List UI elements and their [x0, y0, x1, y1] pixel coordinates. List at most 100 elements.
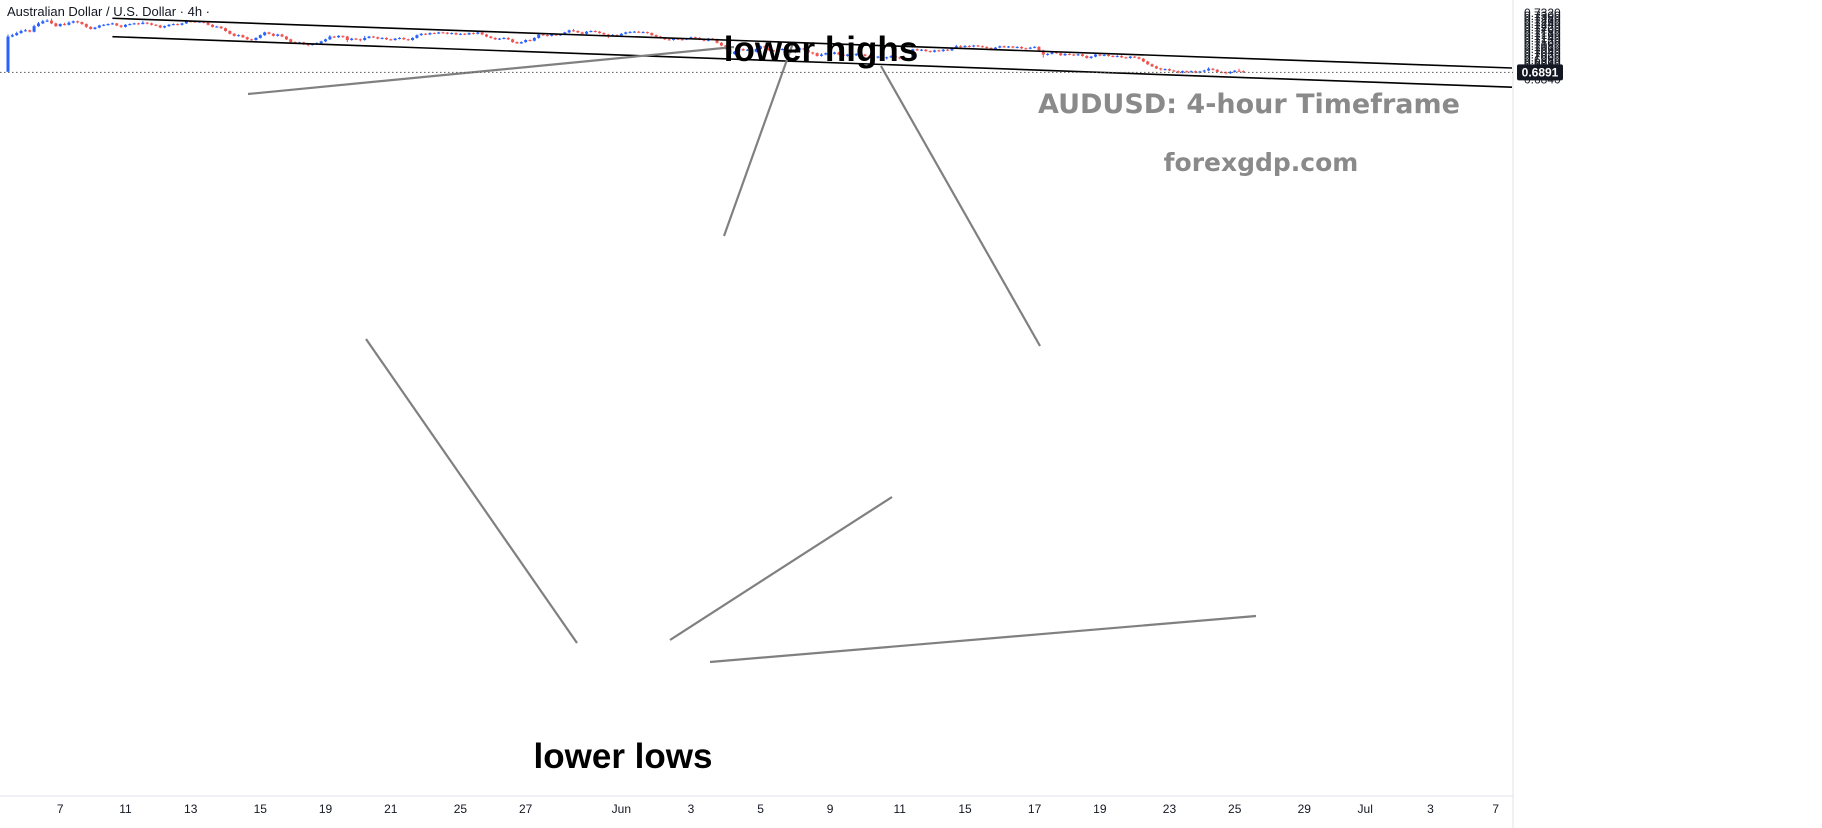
candle-body	[498, 38, 502, 40]
candle-body	[815, 53, 819, 56]
candle-body	[750, 49, 754, 52]
candle-body	[545, 35, 549, 37]
candle-body	[445, 32, 449, 34]
candle-body	[332, 36, 336, 38]
candle	[284, 35, 288, 41]
upper-channel-line	[112, 17, 1513, 69]
candle-body	[576, 31, 580, 33]
candle	[963, 45, 967, 48]
candle-body	[980, 46, 984, 48]
candle	[933, 49, 937, 53]
x-tick-label: 3	[688, 802, 695, 816]
candle	[898, 56, 902, 60]
candle	[802, 47, 806, 51]
candle-body	[176, 24, 180, 26]
candle	[619, 33, 623, 36]
candle-body	[341, 35, 345, 37]
candle	[1133, 55, 1137, 59]
candle-body	[63, 24, 67, 26]
candle	[1111, 55, 1115, 58]
candle-layer	[6, 18, 1245, 75]
candle	[363, 35, 367, 41]
candle	[1067, 53, 1071, 56]
candle-body	[680, 39, 684, 41]
candle-body	[1111, 55, 1115, 57]
candle-body	[93, 27, 97, 29]
candle	[485, 33, 488, 38]
candle-body	[67, 22, 71, 25]
candle-body	[458, 33, 462, 35]
candle-body	[641, 32, 645, 34]
candle-body	[911, 49, 915, 60]
candle	[828, 52, 832, 55]
annotation-labels: lower highs lower lows	[534, 30, 919, 776]
candle-body	[941, 49, 945, 52]
candle	[1002, 45, 1006, 48]
candle	[276, 33, 280, 37]
candle	[1211, 68, 1215, 71]
candle-body	[137, 23, 140, 25]
candle	[641, 31, 645, 34]
candle	[371, 35, 375, 38]
candle-body	[380, 37, 384, 39]
candle	[415, 34, 419, 39]
candle-body	[1046, 53, 1050, 55]
candle	[519, 41, 523, 44]
candle	[158, 24, 162, 29]
candle	[498, 37, 502, 41]
candle-body	[650, 33, 654, 36]
candle	[145, 22, 149, 25]
candle-body	[206, 22, 210, 25]
candle	[585, 31, 589, 35]
candle-body	[511, 39, 515, 43]
candle	[380, 37, 384, 40]
y-tick-label: 0.7020	[1524, 48, 1561, 62]
candle-body	[1033, 46, 1037, 48]
candle-body	[6, 36, 10, 72]
candle-body	[837, 52, 841, 55]
symbol-title: Australian Dollar / U.S. Dollar · 4h ·	[7, 4, 211, 19]
candle	[419, 33, 423, 36]
candle	[36, 22, 40, 27]
candle-body	[128, 24, 132, 26]
candle	[763, 45, 767, 49]
lower-highs-connector-3	[880, 65, 1041, 347]
y-tick-label: 0.7100	[1524, 36, 1561, 50]
lower-channel-line	[112, 35, 1513, 89]
candle-body	[950, 47, 954, 51]
candle	[376, 36, 380, 40]
candle-body	[993, 47, 997, 50]
channel-layer	[112, 17, 1513, 89]
candle-body	[937, 50, 941, 52]
candle	[1220, 71, 1224, 74]
candle-body	[585, 31, 589, 34]
candle-body	[32, 26, 36, 32]
candle	[171, 23, 175, 26]
candle-body	[1124, 57, 1128, 59]
candle-body	[1172, 70, 1176, 72]
candle-body	[645, 32, 649, 34]
candle-body	[132, 23, 136, 25]
candle-body	[123, 24, 127, 27]
candle	[1037, 46, 1041, 52]
candle-body	[863, 54, 867, 56]
candle-body	[976, 45, 980, 47]
candle-body	[476, 32, 480, 34]
candle-body	[806, 49, 810, 53]
candle-body	[772, 50, 776, 52]
candle-body	[219, 26, 223, 29]
candle	[1185, 70, 1189, 73]
candle-body	[924, 49, 928, 52]
y-tick-label: 0.7320	[1524, 6, 1561, 20]
candle	[980, 45, 984, 48]
watermark-layer: AUDUSD: 4-hour Timeframe forexgdp.com	[1038, 89, 1460, 177]
candle-body	[898, 57, 902, 59]
candle	[67, 21, 71, 26]
candle	[859, 53, 863, 56]
candle-body	[71, 21, 75, 23]
candle-body	[628, 32, 632, 34]
candle	[154, 24, 158, 27]
candle-body	[19, 31, 23, 34]
